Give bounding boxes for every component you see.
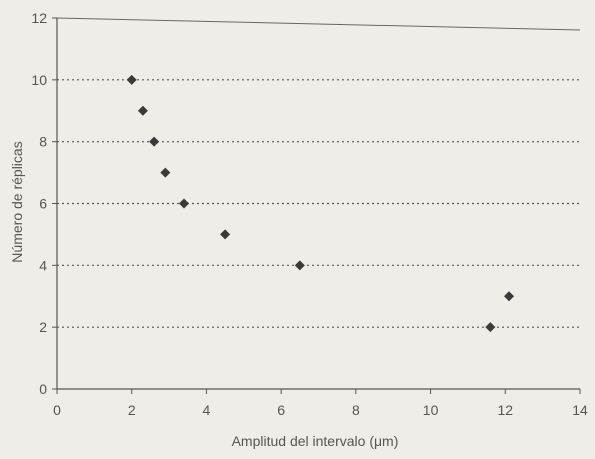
x-tick-labels: 0 2 4 6 8 10 12 14 — [53, 402, 588, 418]
x-tick-label: 8 — [352, 402, 360, 418]
x-tick-label: 4 — [203, 402, 211, 418]
y-tick-label: 4 — [39, 257, 47, 273]
y-tick-label: 0 — [39, 381, 47, 397]
data-point — [504, 291, 515, 302]
data-point — [126, 74, 137, 85]
y-tick-label: 10 — [31, 72, 47, 88]
y-axis-label: Número de réplicas — [9, 141, 25, 262]
data-point — [179, 198, 190, 209]
y-tick-label: 8 — [39, 134, 47, 150]
x-tick-label: 12 — [497, 402, 513, 418]
y-tick-label: 2 — [39, 319, 47, 335]
x-axis-label: Amplitud del intervalo (μm) — [232, 433, 399, 449]
axes — [52, 17, 581, 394]
x-tick-label: 2 — [128, 402, 136, 418]
data-point — [149, 136, 160, 147]
gridlines — [57, 79, 580, 328]
data-point — [294, 260, 305, 271]
y-tick-label: 6 — [39, 196, 47, 212]
x-tick-label: 14 — [572, 402, 588, 418]
data-point — [220, 229, 231, 240]
x-tick-label: 6 — [277, 402, 285, 418]
data-point — [485, 322, 496, 333]
x-tick-label: 10 — [423, 402, 439, 418]
data-point — [137, 105, 148, 116]
y-tick-label: 12 — [31, 10, 47, 26]
data-points — [126, 74, 515, 333]
y-tick-labels: 0 2 4 6 8 10 12 — [31, 10, 47, 397]
x-tick-label: 0 — [53, 402, 61, 418]
data-point — [160, 167, 171, 178]
plot-top-border — [56, 17, 581, 31]
